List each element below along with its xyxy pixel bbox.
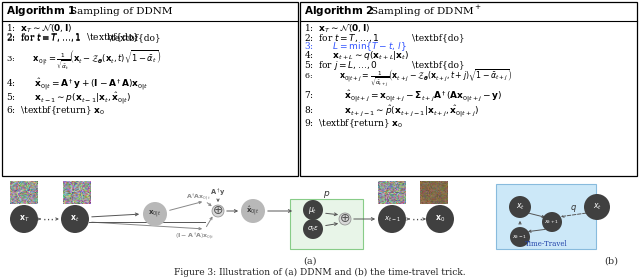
Text: $\mathbf{x}_{0|t}$: $\mathbf{x}_{0|t}$: [148, 209, 162, 219]
Bar: [300, 2, 637, 176]
Text: 9:  \textbf{return} $\mathbf{x}_0$: 9: \textbf{return} $\mathbf{x}_0$: [304, 118, 403, 130]
Text: $\mu_t$: $\mu_t$: [308, 205, 317, 215]
Text: \textbf{do}: \textbf{do}: [412, 61, 465, 69]
Text: $\mathbf{Algorithm\ 2}$: $\mathbf{Algorithm\ 2}$: [304, 4, 374, 18]
FancyBboxPatch shape: [496, 184, 596, 249]
Text: $\mathbf{A}^\dagger\!\mathbf{A}\mathbf{x}_{0|t}$: $\mathbf{A}^\dagger\!\mathbf{A}\mathbf{x…: [186, 191, 211, 201]
Text: $x_t$: $x_t$: [515, 202, 525, 212]
Text: \textbf{do}: \textbf{do}: [412, 33, 465, 42]
Circle shape: [143, 202, 167, 226]
Text: 5:       $\mathbf{x}_{t-1} \sim p(\mathbf{x}_{t-1}|\mathbf{x}_t, \hat{\mathbf{x}: 5: $\mathbf{x}_{t-1} \sim p(\mathbf{x}_{…: [6, 90, 131, 106]
Text: 4:       $\hat{\mathbf{x}}_{0|t} = \mathbf{A}^\dagger\mathbf{y} + (\mathbf{I} - : 4: $\hat{\mathbf{x}}_{0|t} = \mathbf{A}^…: [6, 76, 148, 92]
Text: \textbf{do}: \textbf{do}: [108, 33, 161, 42]
Circle shape: [303, 200, 323, 220]
Text: Sampling of DDNM$^+$: Sampling of DDNM$^+$: [370, 3, 482, 18]
Text: $\mathbf{x}_0$: $\mathbf{x}_0$: [435, 214, 445, 224]
Circle shape: [542, 212, 562, 232]
Text: 5:  for $j = L, \ldots, 0$: 5: for $j = L, \ldots, 0$: [304, 59, 379, 71]
Text: $\oplus$: $\oplus$: [212, 205, 223, 218]
Text: 2:  for $t = T, \ldots, 1$: 2: for $t = T, \ldots, 1$: [304, 32, 380, 44]
Text: $\mathbf{x}_T$: $\mathbf{x}_T$: [19, 214, 29, 224]
Text: 3:       $L = \min\{T-t,\, l\}$: 3: $L = \min\{T-t,\, l\}$: [304, 41, 407, 53]
Text: $x_t$: $x_t$: [593, 202, 602, 212]
Text: $\mathbf{Algorithm\ 1}$: $\mathbf{Algorithm\ 1}$: [6, 4, 76, 18]
Circle shape: [10, 205, 38, 233]
Circle shape: [509, 196, 531, 218]
Circle shape: [510, 227, 530, 247]
Text: Time-Travel: Time-Travel: [525, 240, 567, 248]
Circle shape: [212, 205, 224, 217]
Circle shape: [584, 194, 610, 220]
Circle shape: [303, 219, 323, 239]
Text: $\hat{\mathbf{x}}_{0|t}$: $\hat{\mathbf{x}}_{0|t}$: [246, 205, 260, 218]
Text: $q$: $q$: [570, 203, 577, 215]
Text: $\cdots$: $\cdots$: [42, 214, 54, 224]
FancyBboxPatch shape: [290, 199, 363, 249]
Text: 7:           $\hat{\mathbf{x}}_{0|t+j} = \mathbf{x}_{0|t+j} - \boldsymbol{\Sigma: 7: $\hat{\mathbf{x}}_{0|t+j} = \mathbf{x…: [304, 88, 502, 104]
Text: $x_{t-1}$: $x_{t-1}$: [513, 233, 527, 241]
Circle shape: [339, 213, 351, 225]
Text: Figure 3: Illustration of (a) DDNM and (b) the time-travel trick.: Figure 3: Illustration of (a) DDNM and (…: [174, 268, 466, 276]
Text: 2:  for $t = T, \ldots, 1$: 2: for $t = T, \ldots, 1$: [6, 32, 83, 44]
Text: $\sigma_t\epsilon$: $\sigma_t\epsilon$: [307, 224, 319, 234]
Text: $\mathbf{x}_t$: $\mathbf{x}_t$: [70, 214, 79, 224]
Text: 6:  \textbf{return} $\mathbf{x}_0$: 6: \textbf{return} $\mathbf{x}_0$: [6, 105, 105, 117]
Text: 6:           $\mathbf{x}_{0|t+j} = \frac{1}{\sqrt{\bar{\alpha}_{t+j}}}\left(\mat: 6: $\mathbf{x}_{0|t+j} = \frac{1}{\sqrt{…: [304, 68, 513, 90]
Text: $\cdots$: $\cdots$: [411, 214, 423, 224]
Circle shape: [241, 199, 265, 223]
Text: 3:       $\mathbf{x}_{0|t} = \frac{1}{\sqrt{\bar{\alpha}_t}}\left(\mathbf{x}_t -: 3: $\mathbf{x}_{0|t} = \frac{1}{\sqrt{\b…: [6, 49, 161, 73]
Text: 1:  $\mathbf{x}_T \sim \mathcal{N}(\mathbf{0}, \mathbf{I})$: 1: $\mathbf{x}_T \sim \mathcal{N}(\mathb…: [304, 23, 371, 35]
Text: (b): (b): [604, 256, 618, 266]
Text: 2:  for $t = T, \ldots, 1$  \textbf{do}: 2: for $t = T, \ldots, 1$ \textbf{do}: [6, 32, 140, 44]
Text: 4:       $\mathbf{x}_{t+L} \sim q(\mathbf{x}_{t+L}|\mathbf{x}_t)$: 4: $\mathbf{x}_{t+L} \sim q(\mathbf{x}_{…: [304, 49, 409, 62]
Text: 1:  $\mathbf{x}_T \sim \mathcal{N}(\mathbf{0}, \mathbf{I})$: 1: $\mathbf{x}_T \sim \mathcal{N}(\mathb…: [6, 23, 72, 35]
Circle shape: [61, 205, 89, 233]
Text: 8:           $\mathbf{x}_{t+j-1} \sim \hat{p}(\mathbf{x}_{t+j-1}|\mathbf{x}_{t+j: 8: $\mathbf{x}_{t+j-1} \sim \hat{p}(\mat…: [304, 103, 479, 119]
Text: $\mathbf{A}^\dagger\mathbf{y}$: $\mathbf{A}^\dagger\mathbf{y}$: [210, 187, 226, 199]
Text: $p$: $p$: [323, 189, 330, 201]
Circle shape: [378, 205, 406, 233]
Text: $\oplus$: $\oplus$: [339, 213, 351, 225]
Text: Sampling of DDNM: Sampling of DDNM: [70, 6, 173, 16]
Text: (a): (a): [303, 256, 317, 266]
Text: $x_{t+1}$: $x_{t+1}$: [545, 218, 559, 226]
Bar: [2, 2, 298, 176]
Circle shape: [426, 205, 454, 233]
Text: $(\mathbf{I}-\mathbf{A}^\dagger\!\mathbf{A})\mathbf{x}_{0|t}$: $(\mathbf{I}-\mathbf{A}^\dagger\!\mathbf…: [175, 230, 215, 240]
Text: $x_{t-1}$: $x_{t-1}$: [383, 214, 401, 223]
